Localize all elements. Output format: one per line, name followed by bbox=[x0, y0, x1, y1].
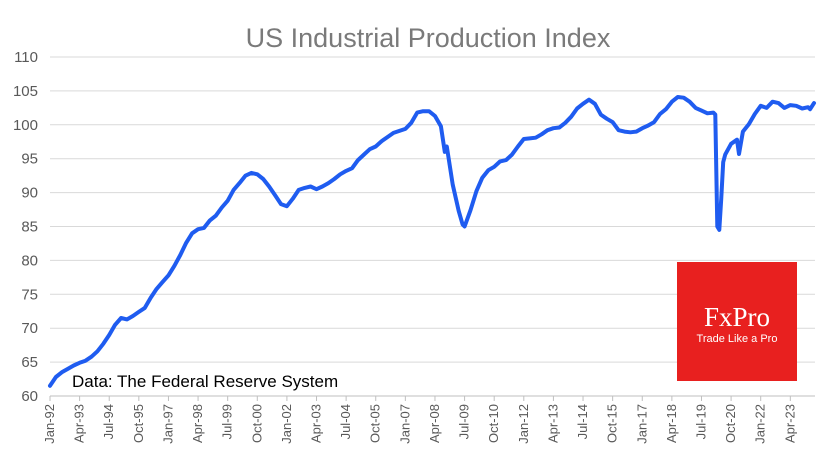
x-tick-label: Oct-15 bbox=[605, 404, 620, 443]
y-tick-label: 90 bbox=[21, 185, 38, 202]
y-tick-label: 65 bbox=[21, 354, 38, 371]
fxpro-logo: FxPro Trade Like a Pro bbox=[677, 262, 797, 381]
y-tick-label: 95 bbox=[21, 151, 38, 168]
series-layer bbox=[48, 95, 816, 388]
source-note: Data: The Federal Reserve System bbox=[72, 372, 338, 391]
x-tick-label: Apr-93 bbox=[72, 404, 87, 443]
logo-brand: FxPro bbox=[704, 302, 770, 332]
x-tick-label: Jul-14 bbox=[575, 404, 590, 439]
x-tick-label: Apr-08 bbox=[427, 404, 442, 443]
x-tick-label: Jan-02 bbox=[279, 404, 294, 444]
y-tick-label: 100 bbox=[13, 117, 38, 134]
x-tick-label: Apr-98 bbox=[190, 404, 205, 443]
y-axis: 60 65 70 75 80 85 90 95 100 105 110 bbox=[13, 49, 38, 405]
x-tick-label: Jan-17 bbox=[634, 404, 649, 444]
x-tick-label: Apr-18 bbox=[664, 404, 679, 443]
x-tick-label: Apr-13 bbox=[545, 404, 560, 443]
x-tick-label: Oct-20 bbox=[723, 404, 738, 443]
logo-background bbox=[677, 262, 797, 381]
y-tick-label: 75 bbox=[21, 286, 38, 303]
x-tick-label: Oct-95 bbox=[131, 404, 146, 443]
x-tick-label: Apr-03 bbox=[309, 404, 324, 443]
x-tick-label: Jul-09 bbox=[457, 404, 472, 439]
y-tick-label: 110 bbox=[14, 49, 38, 66]
y-tick-label: 85 bbox=[21, 219, 38, 236]
chart-title: US Industrial Production Index bbox=[246, 23, 611, 53]
x-tick-label: Jan-07 bbox=[397, 404, 412, 444]
y-tick-label: 105 bbox=[13, 83, 38, 100]
y-tick-label: 60 bbox=[21, 388, 38, 405]
x-tick-label: Jan-22 bbox=[753, 404, 768, 444]
x-tick-label: Jan-97 bbox=[160, 404, 175, 444]
x-axis: Jan-92 Apr-93 Jul-94 Oct-95 Jan-97 Apr-98 Jul-… bbox=[42, 396, 797, 444]
x-tick-label: Apr-23 bbox=[782, 404, 797, 443]
x-tick-label: Jan-92 bbox=[42, 404, 57, 444]
x-tick-label: Jul-99 bbox=[220, 404, 235, 439]
y-tick-label: 80 bbox=[21, 252, 38, 269]
series-line bbox=[48, 95, 816, 388]
x-tick-label: Oct-00 bbox=[249, 404, 264, 443]
x-tick-label: Jul-04 bbox=[338, 404, 353, 439]
x-tick-label: Oct-05 bbox=[368, 404, 383, 443]
x-tick-label: Oct-10 bbox=[486, 404, 501, 443]
x-tick-label: Jul-19 bbox=[693, 404, 708, 439]
x-tick-label: Jan-12 bbox=[516, 404, 531, 444]
y-tick-label: 70 bbox=[21, 320, 38, 337]
logo-tagline: Trade Like a Pro bbox=[697, 333, 778, 345]
x-tick-label: Jul-94 bbox=[101, 404, 116, 439]
gridlines bbox=[50, 56, 815, 397]
